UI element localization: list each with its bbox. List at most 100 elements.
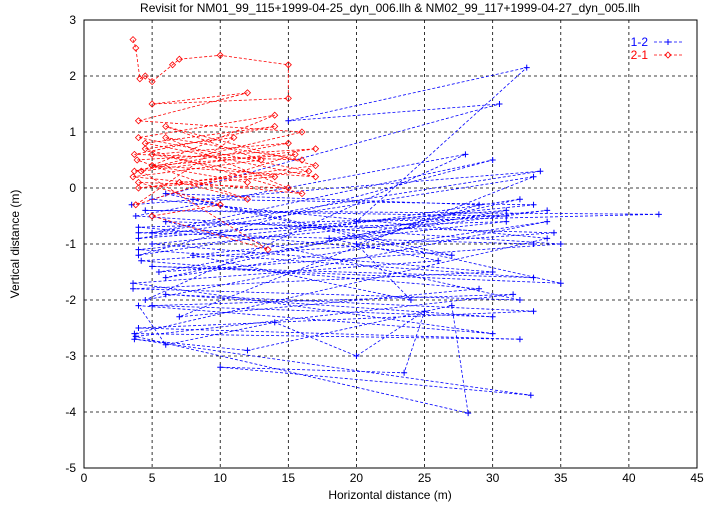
y-tick-label: -5 [65, 461, 76, 475]
data-point-diamond [312, 145, 320, 153]
data-point-plus [131, 330, 138, 337]
x-tick-label: 40 [622, 471, 636, 485]
data-point-diamond [271, 173, 279, 181]
data-point-diamond [312, 162, 320, 170]
x-tick-label: 5 [149, 471, 156, 485]
data-point-diamond [141, 72, 149, 80]
data-point-diamond [243, 89, 252, 97]
series-1-2 [128, 64, 662, 417]
data-point-diamond [130, 150, 138, 158]
data-point-diamond [271, 111, 279, 119]
x-tick-label: 10 [214, 471, 228, 485]
series-line [131, 66, 659, 414]
x-tick-label: 25 [418, 471, 432, 485]
plot-frame [83, 19, 698, 469]
data-point-diamond [130, 167, 138, 175]
data-point-plus [135, 302, 142, 309]
x-tick-label: 45 [690, 471, 704, 485]
data-point-plus [435, 257, 442, 264]
data-point-diamond [175, 55, 183, 63]
data-point-plus [162, 274, 169, 281]
data-point-diamond [148, 78, 156, 86]
data-point-plus [135, 235, 142, 242]
data-point-diamond [664, 51, 672, 59]
data-point-plus [448, 302, 455, 309]
data-point-diamond [148, 100, 156, 108]
data-point-diamond [134, 117, 143, 125]
data-point-diamond [243, 178, 252, 186]
series-line [132, 39, 316, 250]
data-point-plus [149, 302, 156, 309]
data-point-plus [142, 297, 149, 303]
data-point-diamond [216, 201, 224, 209]
data-point-plus [530, 274, 537, 281]
data-point-plus [135, 229, 142, 236]
data-point-diamond [257, 156, 265, 164]
data-point-plus [132, 213, 139, 219]
data-point-plus [557, 280, 564, 287]
y-tick-label: 3 [69, 13, 76, 27]
data-point-plus [655, 211, 662, 218]
data-point-plus [132, 333, 139, 340]
y-tick-label: -1 [65, 237, 76, 251]
data-point-plus [516, 297, 523, 303]
data-point-plus [407, 297, 414, 303]
data-point-plus [138, 257, 145, 264]
data-point-plus [162, 341, 169, 348]
data-point-plus [465, 410, 472, 417]
data-point-plus [128, 201, 135, 208]
data-point-plus [421, 308, 428, 315]
data-point-plus [135, 252, 142, 259]
data-point-diamond [134, 184, 143, 192]
data-point-plus [550, 229, 557, 236]
data-point-diamond [148, 212, 156, 220]
y-tick-label: -4 [65, 405, 76, 419]
data-point-plus [155, 269, 162, 275]
data-point-plus [544, 218, 551, 225]
data-point-diamond [134, 134, 143, 142]
data-point-plus [530, 308, 537, 315]
data-point-plus [149, 241, 156, 247]
data-point-plus [503, 207, 510, 214]
data-point-diamond [132, 44, 140, 52]
x-tick-label: 30 [486, 471, 500, 485]
data-point-plus [162, 291, 169, 298]
data-point-plus [149, 229, 156, 236]
data-point-diamond [284, 184, 292, 192]
data-point-plus [189, 252, 196, 259]
data-point-plus [217, 364, 224, 371]
data-point-diamond [136, 75, 144, 83]
data-point-diamond [291, 150, 299, 158]
data-point-diamond [271, 122, 279, 130]
legend-label: 2-1 [631, 48, 649, 62]
data-point-plus [489, 330, 496, 337]
data-point-diamond [243, 195, 252, 203]
data-point-plus [489, 269, 496, 275]
data-point-diamond [312, 173, 320, 181]
data-point-plus [557, 241, 564, 247]
data-point-plus [142, 207, 149, 214]
chart-title: Revisit for NM01_99_115+1999-04-25_dyn_0… [140, 1, 640, 15]
data-point-diamond [141, 139, 149, 147]
x-tick-label: 35 [554, 471, 568, 485]
data-point-plus [537, 168, 544, 175]
data-point-plus [544, 207, 551, 214]
data-point-diamond [129, 36, 137, 44]
x-tick-label: 15 [282, 471, 296, 485]
data-point-diamond [284, 61, 292, 69]
data-point-diamond [148, 162, 156, 170]
data-point-diamond [216, 51, 224, 59]
y-tick-label: 1 [69, 125, 76, 139]
data-point-plus [353, 218, 360, 225]
data-point-plus [503, 218, 510, 225]
x-tick-label: 20 [350, 471, 364, 485]
data-point-diamond [230, 134, 238, 142]
data-point-diamond [132, 201, 140, 209]
data-point-plus [489, 313, 496, 320]
data-point-diamond [141, 145, 149, 153]
data-point-plus [448, 252, 455, 259]
data-point-plus [130, 285, 137, 292]
data-point-plus [510, 291, 517, 298]
data-point-plus [353, 353, 360, 359]
